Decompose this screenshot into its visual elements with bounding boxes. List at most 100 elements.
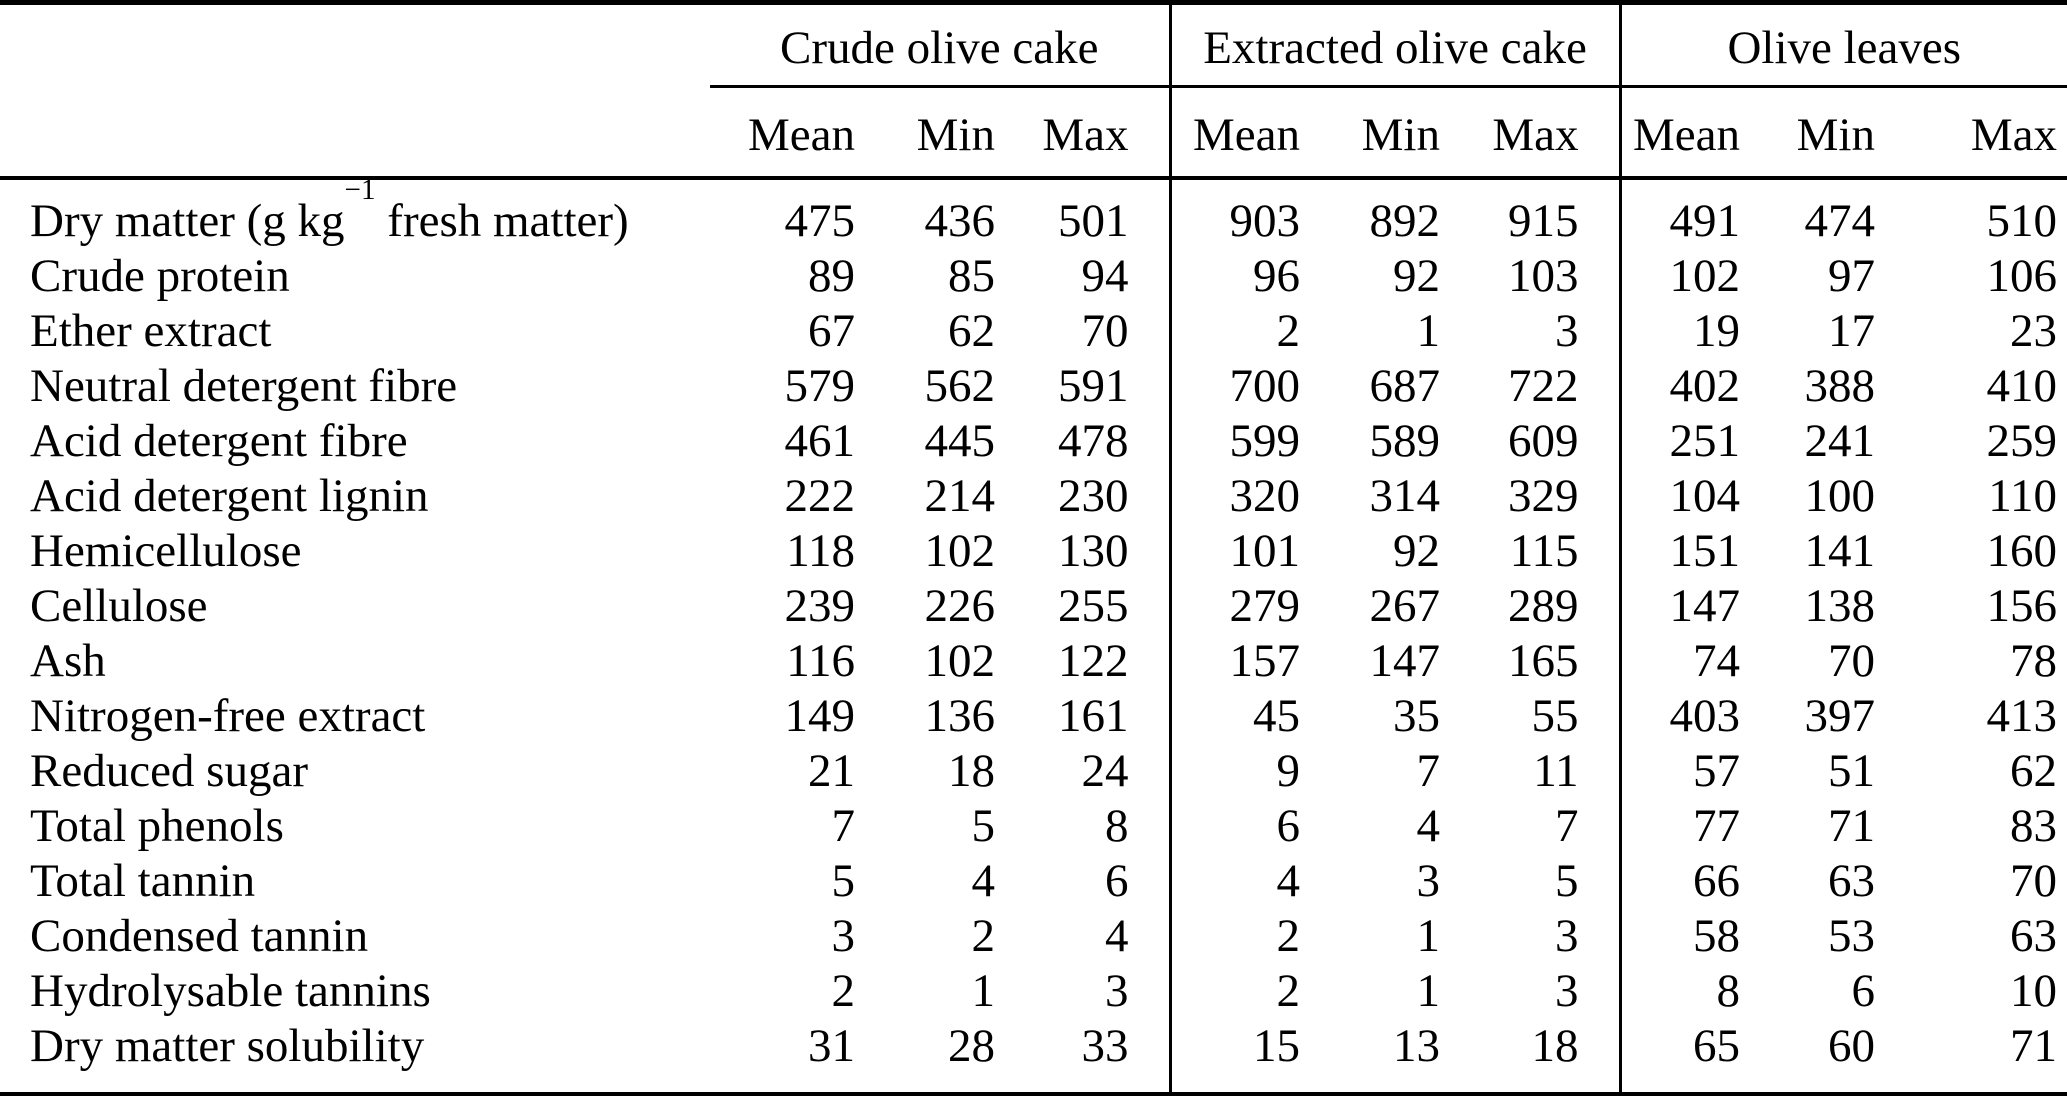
value-cell: 18: [948, 745, 995, 797]
value-cell: 388: [1804, 360, 1876, 412]
table-row: Nitrogen-free extract 149 136 161 45 35 …: [0, 689, 2067, 744]
value-cell: 2: [1168, 964, 1310, 1019]
subheader-mean-extracted: Mean: [1168, 86, 1310, 180]
value-cell: 62: [2010, 745, 2058, 797]
value-cell: 6: [1168, 799, 1310, 854]
value-cell: 94: [1081, 250, 1129, 302]
value-cell: 102: [924, 525, 996, 577]
row-label-text: Ash: [30, 635, 106, 687]
group-header-crude-olive-cake: Crude olive cake: [710, 2, 1170, 88]
value-cell: 491: [1618, 178, 1750, 249]
subheader-mean-leaves: Mean: [1618, 86, 1750, 180]
value-cell: 3: [1555, 910, 1579, 962]
value-cell: 475: [784, 195, 856, 247]
row-label-cell: Ash: [0, 634, 710, 689]
value-cell: 903: [1168, 178, 1310, 249]
value-cell: 6: [1851, 965, 1876, 1017]
value-cell: 96: [1168, 249, 1310, 304]
value-cell: 58: [1618, 909, 1750, 964]
table-row: Ash 116 102 122 157 147 165 74 70 78: [0, 634, 2067, 689]
value-cell: 89: [808, 250, 855, 302]
value-cell: 279: [1168, 579, 1310, 634]
table-row: Hydrolysable tannins 2 1 3 2 1 3 8 6 10: [0, 964, 2067, 1019]
row-label-cell: Dry matter solubility: [0, 1019, 710, 1094]
value-cell: 562: [924, 360, 996, 412]
value-cell: 11: [1533, 745, 1579, 797]
row-label-cell: Ether extract: [0, 304, 710, 359]
table-header: Crude olive cake Extracted olive cake Ol…: [0, 2, 2067, 180]
value-cell: 314: [1369, 470, 1441, 522]
value-cell: 31: [808, 1020, 855, 1072]
group-header-extracted-olive-cake: Extracted olive cake: [1168, 2, 1620, 88]
value-cell: 83: [2010, 800, 2058, 852]
value-cell: 55: [1531, 690, 1579, 742]
value-cell: 687: [1369, 360, 1441, 412]
value-cell: 413: [1986, 690, 2058, 742]
row-label-cell: Acid detergent fibre: [0, 414, 710, 469]
table-row: Total phenols 7 5 8 6 4 7 77 71 83: [0, 799, 2067, 854]
corner-cell: [0, 3, 710, 87]
value-cell: 289: [1508, 580, 1579, 632]
value-cell: 6: [1105, 855, 1129, 907]
table-row: Total tannin 5 4 6 4 3 5 66 63 70: [0, 854, 2067, 909]
row-label-text: Acid detergent lignin: [30, 470, 429, 522]
value-cell: 97: [1828, 250, 1875, 302]
value-cell: 35: [1393, 690, 1440, 742]
row-label-text: Hydrolysable tannins: [30, 965, 431, 1017]
value-cell: 63: [1828, 855, 1875, 907]
value-cell: 5: [831, 855, 856, 907]
value-cell: 1: [971, 965, 996, 1017]
value-cell: 147: [1369, 635, 1441, 687]
row-label-text: Total tannin: [30, 855, 256, 907]
value-cell: 66: [1618, 854, 1750, 909]
value-cell: 71: [2010, 1020, 2058, 1072]
row-label-text: Reduced sugar: [30, 745, 308, 797]
value-cell: 13: [1393, 1020, 1440, 1072]
value-cell: 5: [1555, 855, 1579, 907]
value-cell: 226: [924, 580, 996, 632]
value-cell: 402: [1618, 359, 1750, 414]
subheader-max-leaves: Max: [1885, 86, 2067, 180]
subheader-max-crude: Max: [1005, 86, 1170, 180]
group-header-olive-leaves: Olive leaves: [1618, 2, 2067, 88]
row-label-text: Condensed tannin: [30, 910, 369, 962]
table-row: Crude protein 89 85 94 96 92 103 102 97 …: [0, 249, 2067, 304]
value-cell: 10: [2010, 965, 2058, 1017]
table-body: Dry matter (g kg−1 fresh matter) 475 436…: [0, 175, 2067, 1094]
value-cell: 60: [1828, 1020, 1875, 1072]
value-cell: 510: [1986, 195, 2058, 247]
row-label-cell: Neutral detergent fibre: [0, 359, 710, 414]
value-cell: 3: [1555, 305, 1579, 357]
value-cell: 53: [1828, 910, 1875, 962]
value-cell: 609: [1508, 415, 1579, 467]
value-cell: 461: [784, 415, 856, 467]
subheader-row: Mean Min Max Mean Min Max Mean Min Max: [0, 86, 2067, 180]
value-cell: 165: [1508, 635, 1579, 687]
value-cell: 24: [1081, 745, 1129, 797]
row-label-cell: Total tannin: [0, 854, 710, 909]
value-cell: 67: [808, 305, 855, 357]
value-cell: 7: [831, 800, 856, 852]
value-cell: 2: [1168, 304, 1310, 359]
row-label-text: Hemicellulose: [30, 525, 302, 577]
value-cell: 7: [1416, 745, 1441, 797]
value-cell: 1: [1416, 965, 1441, 1017]
subheader-blank-cell: [0, 86, 710, 180]
row-label-cell: Hemicellulose: [0, 524, 710, 579]
value-cell: 110: [1988, 470, 2058, 522]
value-cell: 122: [1058, 635, 1129, 687]
value-cell: 102: [924, 635, 996, 687]
value-cell: 214: [924, 470, 996, 522]
value-cell: 102: [1618, 249, 1750, 304]
value-cell: 255: [1058, 580, 1129, 632]
value-cell: 591: [1058, 360, 1129, 412]
value-cell: 2: [831, 965, 856, 1017]
row-label-cell: Hydrolysable tannins: [0, 964, 710, 1019]
value-cell: 51: [1828, 745, 1875, 797]
row-label-cell: Acid detergent lignin: [0, 469, 710, 524]
value-cell: 17: [1828, 305, 1875, 357]
subheader-min-crude: Min: [865, 86, 1005, 180]
table-row: Acid detergent fibre 461 445 478 599 589…: [0, 414, 2067, 469]
row-label-cell: Cellulose: [0, 579, 710, 634]
value-cell: 2: [971, 910, 996, 962]
